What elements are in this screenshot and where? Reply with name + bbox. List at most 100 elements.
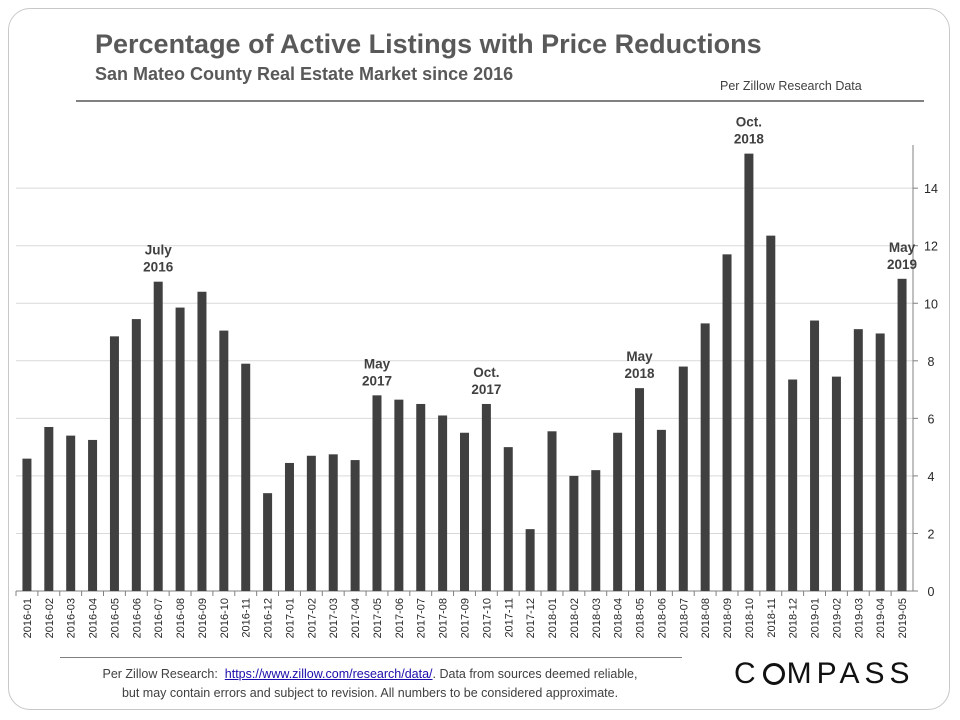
- bar: [635, 388, 645, 591]
- x-tick-label: 2016-12: [263, 598, 275, 638]
- x-tick-label: 2018-02: [569, 598, 581, 638]
- bar-annotation: July: [145, 243, 173, 258]
- x-tick-label: 2016-05: [109, 598, 121, 638]
- bar-annotation: 2018: [734, 132, 765, 147]
- bar: [153, 281, 163, 591]
- bar-annotation: May: [626, 349, 653, 364]
- bar: [306, 455, 316, 591]
- bar: [547, 431, 557, 591]
- bar: [831, 376, 841, 591]
- x-tick-label: 2018-05: [635, 598, 647, 638]
- y-tick-label: 14: [924, 182, 938, 196]
- x-tick-label: 2017-11: [503, 598, 515, 638]
- x-tick-label: 2018-01: [547, 598, 559, 638]
- bar: [109, 336, 119, 591]
- x-tick-label: 2017-09: [460, 598, 472, 638]
- y-tick-label: 12: [924, 240, 938, 254]
- bar: [744, 153, 754, 591]
- bar-annotation: May: [889, 240, 916, 255]
- bar: [875, 333, 885, 591]
- header-divider: [76, 100, 924, 102]
- x-tick-label: 2018-12: [788, 598, 800, 638]
- y-tick-label: 4: [928, 470, 935, 484]
- bar: [722, 254, 732, 592]
- logo-text-right: MPASS: [786, 657, 915, 690]
- bar: [788, 379, 798, 591]
- bar: [656, 429, 666, 591]
- bar: [700, 323, 710, 591]
- zillow-research-link[interactable]: https://www.zillow.com/research/data/: [224, 667, 433, 681]
- footer-after-link: . Data from sources deemed reliable,: [432, 667, 638, 681]
- x-tick-label: 2018-06: [656, 598, 668, 638]
- bar: [328, 454, 338, 591]
- footer-divider: [60, 657, 682, 658]
- bar: [350, 460, 360, 591]
- bar: [219, 330, 229, 591]
- bar-annotation: 2018: [625, 366, 656, 381]
- x-tick-label: 2017-07: [416, 598, 428, 638]
- slide-frame: [8, 8, 950, 710]
- x-tick-label: 2017-04: [350, 598, 362, 638]
- compass-logo: C MPASS: [734, 657, 914, 691]
- bar: [263, 493, 273, 591]
- x-tick-label: 2018-08: [700, 598, 712, 638]
- x-tick-label: 2016-10: [219, 598, 231, 638]
- bar: [678, 366, 688, 591]
- x-tick-label: 2019-02: [831, 598, 843, 638]
- bar: [766, 235, 776, 591]
- bar: [853, 329, 863, 591]
- chart-subtitle: San Mateo County Real Estate Market sinc…: [95, 64, 514, 84]
- logo-ring-icon: [762, 663, 785, 685]
- y-tick-label: 8: [928, 355, 935, 369]
- bar: [810, 320, 820, 591]
- x-tick-label: 2016-07: [153, 598, 165, 638]
- x-tick-label: 2016-04: [88, 598, 100, 638]
- x-tick-label: 2018-10: [744, 598, 756, 638]
- footer-colon: :: [214, 667, 218, 681]
- logo-text-left: C: [734, 657, 761, 690]
- bar: [481, 403, 491, 591]
- bar-annotation: Oct.: [473, 365, 499, 380]
- bar-annotation: 2016: [143, 260, 174, 275]
- bar: [88, 439, 98, 591]
- x-tick-label: 2016-03: [66, 598, 78, 638]
- footer-line-2: but may contain errors and subject to re…: [121, 686, 619, 700]
- bar: [438, 415, 448, 591]
- bar: [394, 399, 404, 591]
- x-tick-label: 2018-03: [591, 598, 603, 638]
- footer-line-1: Per Zillow Research: https://www.zillow.…: [30, 665, 710, 684]
- bar-annotation: 2017: [471, 382, 501, 397]
- footer-disclaimer: Per Zillow Research: https://www.zillow.…: [30, 665, 710, 703]
- source-note: Per Zillow Research Data: [720, 79, 862, 93]
- x-tick-label: 2018-09: [722, 598, 734, 638]
- bar: [525, 529, 535, 591]
- bar: [460, 432, 469, 591]
- x-tick-label: 2017-02: [306, 598, 318, 638]
- footer-prefix: Per Zillow Research: [102, 667, 215, 681]
- x-tick-label: 2016-11: [241, 598, 253, 638]
- bar-annotation: May: [364, 356, 391, 371]
- x-tick-label: 2017-06: [394, 598, 406, 638]
- x-tick-label: 2017-01: [284, 598, 296, 638]
- bar-annotation: 2017: [362, 373, 392, 388]
- chart-title: Percentage of Active Listings with Price…: [95, 29, 762, 59]
- bar-annotation: 2019: [887, 257, 917, 272]
- x-tick-label: 2019-04: [875, 598, 887, 638]
- bar: [131, 319, 141, 591]
- y-tick-label: 2: [928, 527, 935, 541]
- x-tick-label: 2017-05: [372, 598, 384, 638]
- bar: [175, 307, 185, 591]
- x-tick-label: 2018-04: [613, 598, 625, 638]
- bar: [197, 291, 207, 591]
- bar: [22, 458, 32, 591]
- x-tick-label: 2016-01: [22, 598, 34, 638]
- bar: [284, 462, 294, 591]
- bar: [569, 475, 579, 591]
- x-tick-label: 2017-10: [481, 598, 493, 638]
- x-tick-label: 2016-06: [131, 598, 143, 638]
- x-tick-label: 2017-03: [328, 598, 340, 638]
- bar-annotation: Oct.: [736, 115, 762, 130]
- bar: [416, 403, 426, 591]
- bar: [897, 278, 907, 591]
